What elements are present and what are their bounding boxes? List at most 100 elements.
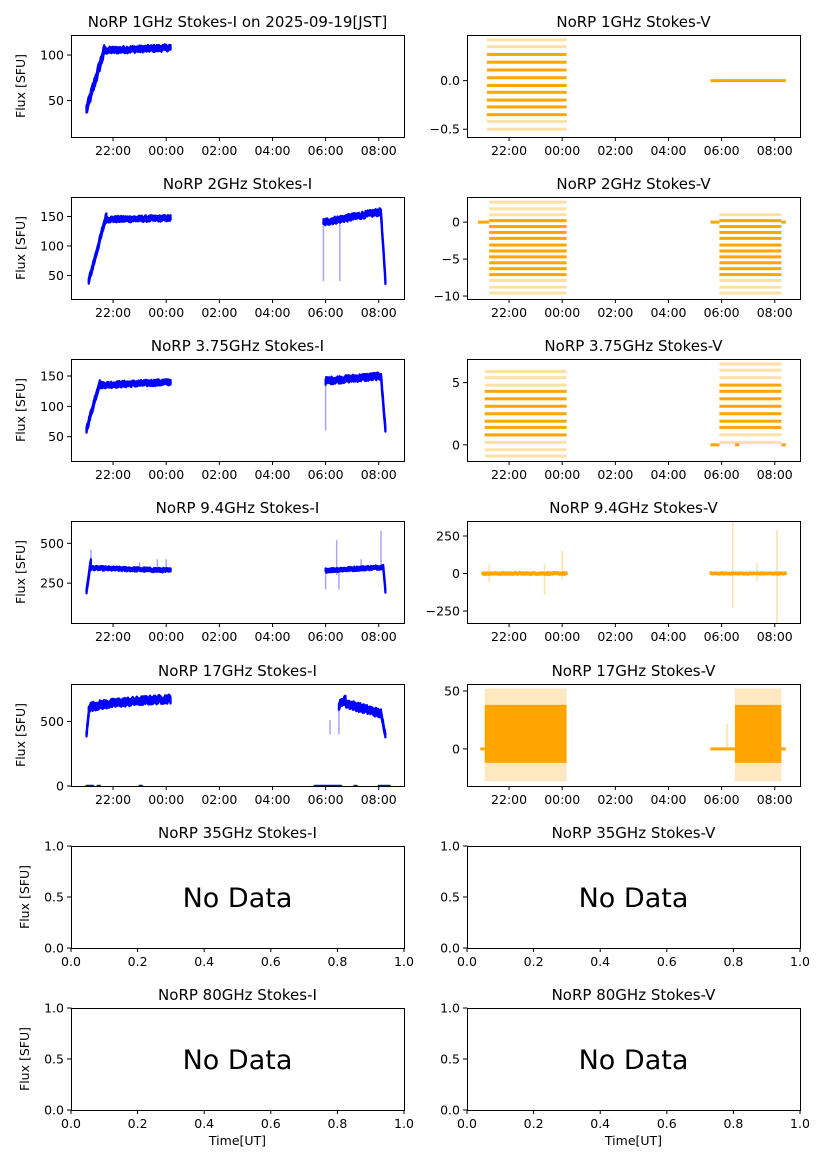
data-segment [709,571,787,576]
level-band [484,376,567,380]
x-tick-label: 22:00 [95,143,131,158]
x-tick-label: 02:00 [201,792,237,807]
y-tick-label: 150 [40,209,64,224]
data-segment [710,443,720,447]
constant-line [781,220,786,224]
y-axis-label: Flux [SFU] [13,540,28,604]
data-segment [710,79,786,83]
x-tick-label: 22:00 [95,467,131,482]
x-tick-label: 02:00 [597,467,633,482]
level-band [719,376,782,380]
level-band [719,368,782,372]
level-band [486,60,567,64]
x-tick-label: 06:00 [308,143,344,158]
x-tick-label: 02:00 [201,467,237,482]
level-band [484,433,567,437]
level-band [486,105,567,109]
y-tick-label: 100 [40,48,64,63]
level-band [719,291,782,295]
y-tick-label: 1.0 [440,839,460,854]
level-band [486,52,567,56]
flux-trace [324,564,385,574]
y-tick-label: 0.0 [44,941,64,956]
x-tick-label: 22:00 [95,629,131,644]
noise-core [484,704,567,763]
level-band [489,267,567,271]
level-band [486,113,567,117]
subplot-norp-35ghz-stokes-v: No Data NoRP 35GHz Stokes-V 0.0 0.2 0.4 0.6 0.… [440,824,810,969]
data-segment [719,362,782,444]
data-segment [324,371,383,386]
subplot-norp-9-4ghz-stokes-v: NoRP 9.4GHz Stokes-V 22:00 00:00 02:00 04:00… [426,499,801,644]
y-tick-label: 0.5 [44,1052,64,1067]
data-segment [486,38,567,131]
data-segment [379,709,387,739]
subplot-title: NoRP 9.4GHz Stokes-I [156,499,320,517]
x-tick-label: 0.0 [61,1116,81,1131]
data-segment [382,563,387,594]
constant-line [710,443,720,447]
level-band [719,412,782,416]
plot-area [85,43,172,114]
y-tick-label: 0.5 [440,1052,460,1067]
constant-line [710,79,786,83]
flux-trace [322,207,383,227]
x-tick-label: 0.0 [457,1116,477,1131]
x-tick-label: 06:00 [704,305,740,320]
subplot-norp-3-75ghz-stokes-i: NoRP 3.75GHz Stokes-I 22:00 00:00 02:00 04:0… [13,337,405,482]
level-band [484,397,567,401]
subplot-norp-35ghz-stokes-i: No Data NoRP 35GHz Stokes-I 0.0 0.2 0.4 0.6 0.… [17,824,414,969]
plot-area [87,207,387,286]
flux-trace [87,212,108,285]
x-tick-label: 0.4 [590,954,610,969]
subplot-title: NoRP 17GHz Stokes-I [158,662,317,680]
x-tick-label: 08:00 [361,792,397,807]
y-axis-label: Flux [SFU] [13,378,28,442]
level-band [489,200,567,204]
y-tick-label: 0.0 [440,1103,460,1118]
x-tick-label: 04:00 [254,305,290,320]
axes-frame [467,359,801,462]
level-band [489,291,567,295]
x-tick-label: 22:00 [491,467,527,482]
level-band [484,383,567,387]
level-band [719,419,782,423]
x-tick-label: 0.8 [327,954,347,969]
x-tick-label: 0.6 [261,954,281,969]
y-tick-label: 500 [40,714,64,729]
level-band [484,412,567,416]
x-tick-label: 00:00 [544,305,580,320]
y-tick-label: 0 [56,779,64,794]
y-tick-label: 50 [48,268,64,283]
y-tick-label: 0 [452,215,460,230]
x-tick-label: 08:00 [361,305,397,320]
subplot-title: NoRP 17GHz Stokes-V [552,662,717,680]
data-segment [734,443,740,447]
level-band [489,225,567,229]
level-band [489,207,567,211]
level-band [489,285,567,289]
data-segment [103,43,172,55]
x-tick-label: 06:00 [704,792,740,807]
x-tick-label: 06:00 [704,467,740,482]
x-tick-label: 0.2 [524,1116,544,1131]
plot-area [480,688,786,782]
data-segment [324,564,385,574]
flux-trace [85,379,101,434]
x-tick-label: 00:00 [544,629,580,644]
x-tick-label: 08:00 [757,629,793,644]
subplot-norp-1ghz-stokes-i-on-2025-09-19-jst-: NoRP 1GHz Stokes-I on 2025-09-19[JST] 22:… [13,13,405,158]
axes-frame [467,197,801,300]
x-tick-label: 0.4 [194,1116,214,1131]
data-segment [344,697,383,719]
plot-area [484,362,786,458]
level-band [486,38,567,42]
flux-trace [382,563,387,594]
x-tick-label: 0.0 [61,954,81,969]
data-segment [322,207,383,227]
y-tick-label: 0.5 [440,890,460,905]
y-tick-label: 50 [48,93,64,108]
data-segment [85,379,101,434]
plot-area [85,693,391,786]
y-tick-label: 0.0 [44,1103,64,1118]
